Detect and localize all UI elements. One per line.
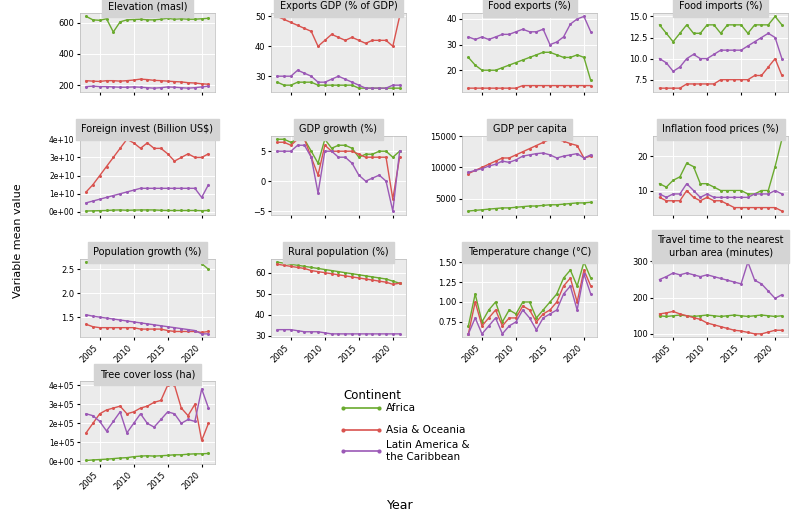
Title: Food exports (%): Food exports (%) [488, 2, 571, 11]
Text: Asia & Oceania: Asia & Oceania [386, 425, 465, 435]
Text: Africa: Africa [386, 403, 415, 413]
Title: Rural population (%): Rural population (%) [288, 247, 389, 257]
Title: Food imports (%): Food imports (%) [679, 2, 762, 11]
Title: Foreign invest (Billion US$): Foreign invest (Billion US$) [82, 124, 214, 134]
Text: Latin America &
the Caribbean: Latin America & the Caribbean [386, 440, 469, 462]
Title: Elevation (masl): Elevation (masl) [107, 2, 187, 11]
Title: GDP growth (%): GDP growth (%) [299, 124, 378, 134]
Text: Continent: Continent [343, 389, 401, 402]
Title: Population growth (%): Population growth (%) [93, 247, 202, 257]
Title: GDP per capita: GDP per capita [493, 124, 566, 134]
Title: Tree cover loss (ha): Tree cover loss (ha) [100, 370, 195, 380]
Text: Variable mean value: Variable mean value [13, 184, 22, 299]
Title: Inflation food prices (%): Inflation food prices (%) [662, 124, 779, 134]
Title: Exports GDP (% of GDP): Exports GDP (% of GDP) [279, 2, 398, 11]
Title: Temperature change (°C): Temperature change (°C) [468, 247, 591, 257]
Text: Year: Year [386, 499, 414, 512]
Title: Travel time to the nearest
urban area (minutes): Travel time to the nearest urban area (m… [658, 235, 784, 257]
